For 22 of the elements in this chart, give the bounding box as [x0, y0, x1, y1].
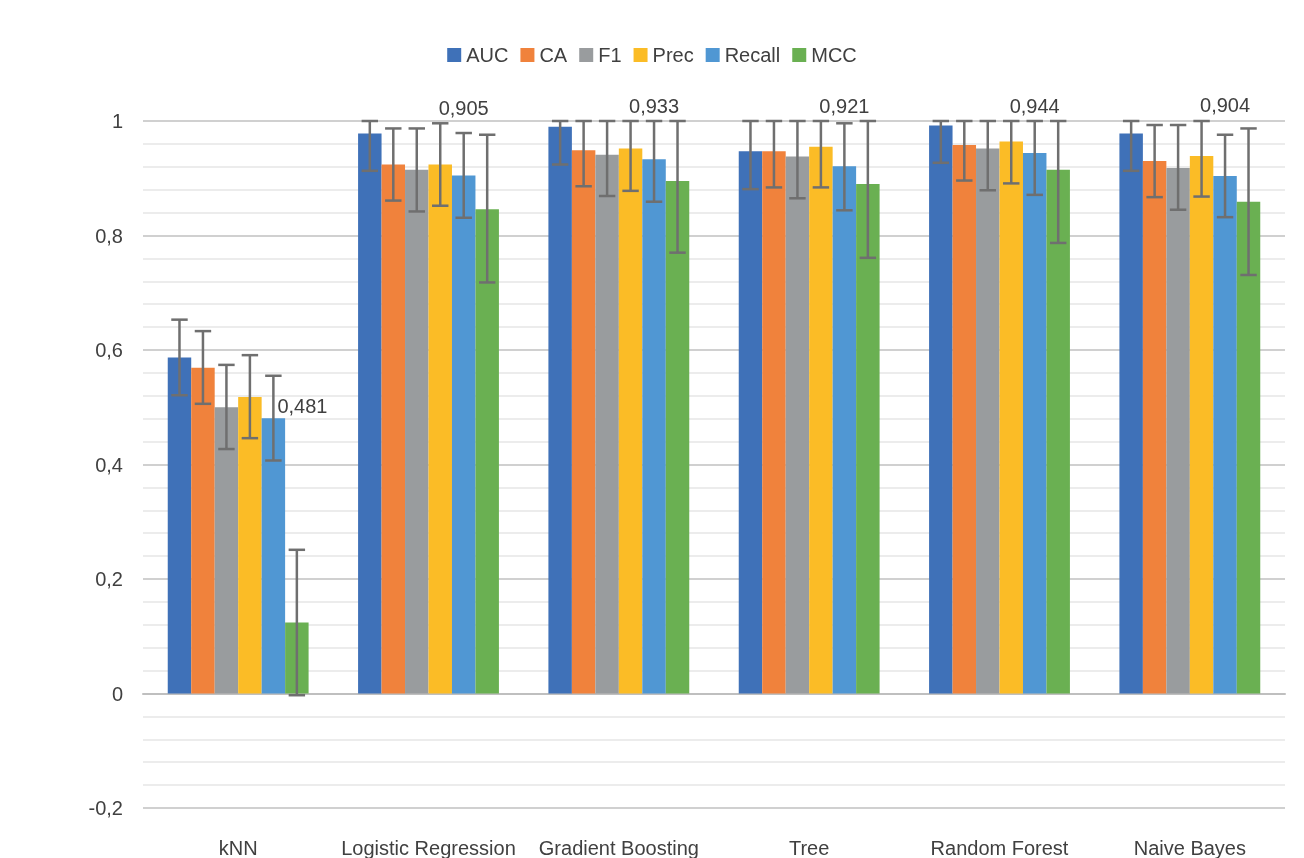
x-tick-label: Random Forest: [930, 837, 1069, 858]
legend-label: F1: [598, 44, 622, 66]
x-tick-label: kNN: [218, 837, 258, 858]
data-label: 0,481: [277, 395, 328, 418]
y-tick-label: 0,8: [95, 224, 123, 247]
y-tick-label: 0,4: [95, 453, 123, 476]
legend-label: Recall: [724, 44, 781, 66]
x-tick-label: Tree: [788, 837, 830, 858]
data-label: 0,921: [819, 94, 870, 117]
y-tick-label: 1: [111, 110, 123, 132]
y-tick-label: 0,2: [95, 568, 123, 590]
legend-label: CA: [539, 44, 568, 66]
y-tick-label: 0: [111, 682, 123, 705]
legend-label: AUC: [466, 44, 509, 66]
data-label: 0,944: [1009, 95, 1060, 118]
y-tick-label: 0,6: [95, 339, 123, 361]
y-tick-label: -0,2: [88, 797, 123, 819]
legend-label: Prec: [652, 44, 694, 66]
legend-label: MCC: [811, 44, 857, 66]
data-label: 0,933: [629, 94, 680, 117]
data-label: 0,904: [1200, 94, 1251, 117]
data-label: 0,905: [438, 96, 489, 119]
